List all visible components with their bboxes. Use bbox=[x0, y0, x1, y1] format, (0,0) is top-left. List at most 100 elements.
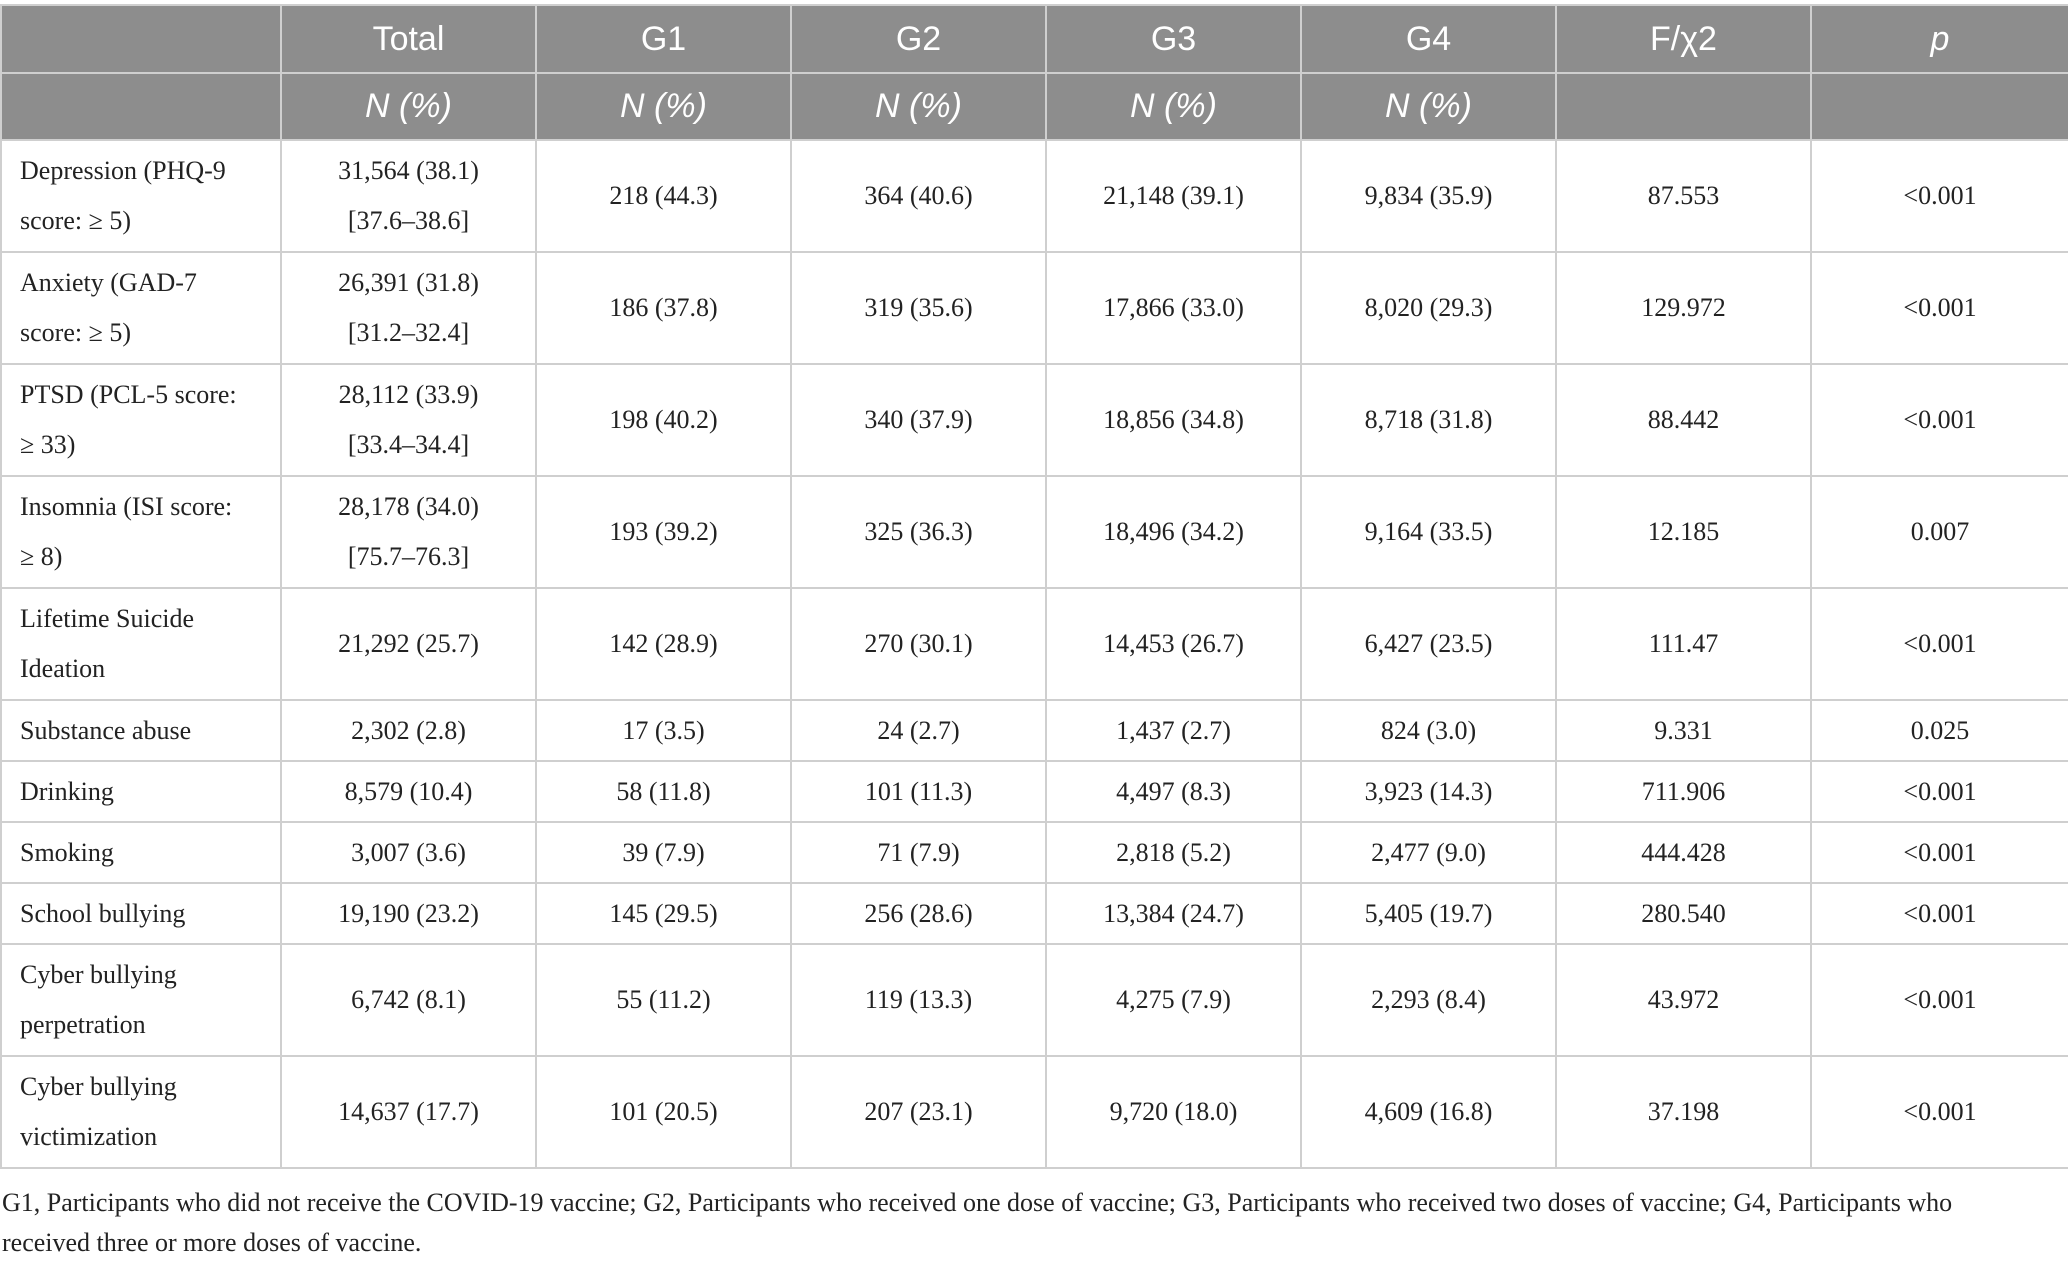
subheader-total: N (%) bbox=[280, 72, 537, 141]
header-g3: G3 bbox=[1045, 4, 1302, 74]
cell-total: 28,112 (33.9) [33.4–34.4] bbox=[280, 363, 537, 477]
cell-g4: 9,834 (35.9) bbox=[1300, 139, 1557, 253]
cell-g1: 186 (37.8) bbox=[535, 251, 792, 365]
cell-g1: 142 (28.9) bbox=[535, 587, 792, 701]
cell-g4: 5,405 (19.7) bbox=[1300, 882, 1557, 945]
cell-total: 14,637 (17.7) bbox=[280, 1055, 537, 1169]
results-table: Total G1 G2 G3 G4 F/χ2 p N (%) N (%) N (… bbox=[0, 4, 2068, 1169]
cell-total-line: 2,302 (2.8) bbox=[351, 715, 466, 745]
subheader-g3: N (%) bbox=[1045, 72, 1302, 141]
cell-g1: 145 (29.5) bbox=[535, 882, 792, 945]
cell-p: <0.001 bbox=[1810, 760, 2068, 823]
subheader-f-chi2 bbox=[1555, 72, 1812, 141]
cell-g3: 9,720 (18.0) bbox=[1045, 1055, 1302, 1169]
row-label: Anxiety (GAD-7 score: ≥ 5) bbox=[0, 251, 282, 365]
row-label-line: Insomnia (ISI score: bbox=[20, 492, 233, 521]
cell-p: <0.001 bbox=[1810, 821, 2068, 884]
cell-p: <0.001 bbox=[1810, 882, 2068, 945]
row-label: Cyber bullying victimization bbox=[0, 1055, 282, 1169]
header-g1: G1 bbox=[535, 4, 792, 74]
subheader-variable bbox=[0, 72, 282, 141]
row-label-line: Lifetime Suicide bbox=[20, 604, 195, 633]
table-row: Cyber bullying victimization 14,637 (17.7)… bbox=[0, 1055, 2068, 1169]
row-label-line: Smoking bbox=[20, 837, 114, 867]
row-label-line: Cyber bullying bbox=[20, 1072, 177, 1101]
cell-g1: 17 (3.5) bbox=[535, 699, 792, 762]
cell-g3: 1,437 (2.7) bbox=[1045, 699, 1302, 762]
cell-p: <0.001 bbox=[1810, 251, 2068, 365]
cell-total-line: 28,112 (33.9) bbox=[338, 380, 479, 409]
cell-g4: 4,609 (16.8) bbox=[1300, 1055, 1557, 1169]
cell-total-line: 8,579 (10.4) bbox=[344, 776, 473, 806]
cell-total: 19,190 (23.2) bbox=[280, 882, 537, 945]
header-total: Total bbox=[280, 4, 537, 74]
cell-g1: 58 (11.8) bbox=[535, 760, 792, 823]
cell-g1: 193 (39.2) bbox=[535, 475, 792, 589]
cell-g4: 6,427 (23.5) bbox=[1300, 587, 1557, 701]
row-label-line: School bullying bbox=[20, 898, 186, 928]
row-label-line: score: ≥ 5) bbox=[20, 206, 132, 235]
row-label: School bullying bbox=[0, 882, 282, 945]
row-label: Insomnia (ISI score: ≥ 8) bbox=[0, 475, 282, 589]
row-label: Cyber bullying perpetration bbox=[0, 943, 282, 1057]
cell-total-line: 31,564 (38.1) bbox=[338, 156, 479, 185]
cell-g1: 218 (44.3) bbox=[535, 139, 792, 253]
cell-total-line: 3,007 (3.6) bbox=[351, 837, 466, 867]
cell-g4: 8,718 (31.8) bbox=[1300, 363, 1557, 477]
cell-total-line: 21,292 (25.7) bbox=[338, 629, 479, 658]
cell-f-chi2: 111.47 bbox=[1555, 587, 1812, 701]
header-f-chi2: F/χ2 bbox=[1555, 4, 1812, 74]
cell-g3: 14,453 (26.7) bbox=[1045, 587, 1302, 701]
cell-total-line: 26,391 (31.8) bbox=[338, 268, 479, 297]
table-row: Depression (PHQ-9 score: ≥ 5) 31,564 (38.1… bbox=[0, 139, 2068, 253]
cell-f-chi2: 87.553 bbox=[1555, 139, 1812, 253]
cell-g2: 24 (2.7) bbox=[790, 699, 1047, 762]
cell-p: 0.025 bbox=[1810, 699, 2068, 762]
row-label: Drinking bbox=[0, 760, 282, 823]
cell-f-chi2: 711.906 bbox=[1555, 760, 1812, 823]
cell-f-chi2: 9.331 bbox=[1555, 699, 1812, 762]
cell-g4: 2,477 (9.0) bbox=[1300, 821, 1557, 884]
cell-g2: 325 (36.3) bbox=[790, 475, 1047, 589]
cell-total: 6,742 (8.1) bbox=[280, 943, 537, 1057]
table-row: Smoking 3,007 (3.6) 39 (7.9) 71 (7.9) 2,818 … bbox=[0, 821, 2068, 884]
row-label-line: Depression (PHQ-9 bbox=[20, 156, 226, 185]
table-body: Depression (PHQ-9 score: ≥ 5) 31,564 (38.1… bbox=[0, 139, 2068, 1169]
header-g4: G4 bbox=[1300, 4, 1557, 74]
cell-total: 26,391 (31.8) [31.2–32.4] bbox=[280, 251, 537, 365]
cell-g3: 21,148 (39.1) bbox=[1045, 139, 1302, 253]
cell-g1: 101 (20.5) bbox=[535, 1055, 792, 1169]
cell-p: <0.001 bbox=[1810, 1055, 2068, 1169]
cell-g4: 2,293 (8.4) bbox=[1300, 943, 1557, 1057]
cell-g4: 9,164 (33.5) bbox=[1300, 475, 1557, 589]
cell-g1: 55 (11.2) bbox=[535, 943, 792, 1057]
header-p: p bbox=[1810, 4, 2068, 74]
cell-f-chi2: 444.428 bbox=[1555, 821, 1812, 884]
table-row: Insomnia (ISI score: ≥ 8) 28,178 (34.0) [75… bbox=[0, 475, 2068, 589]
cell-f-chi2: 280.540 bbox=[1555, 882, 1812, 945]
table-row: Drinking 8,579 (10.4) 58 (11.8) 101 (11.3) 4… bbox=[0, 760, 2068, 823]
cell-p: <0.001 bbox=[1810, 139, 2068, 253]
cell-g2: 119 (13.3) bbox=[790, 943, 1047, 1057]
subheader-p bbox=[1810, 72, 2068, 141]
cell-total: 28,178 (34.0) [75.7–76.3] bbox=[280, 475, 537, 589]
cell-g2: 207 (23.1) bbox=[790, 1055, 1047, 1169]
row-label-line: ≥ 33) bbox=[20, 430, 76, 459]
cell-g3: 18,496 (34.2) bbox=[1045, 475, 1302, 589]
header-variable bbox=[0, 4, 282, 74]
table-row: School bullying 19,190 (23.2) 145 (29.5) 25… bbox=[0, 882, 2068, 945]
subheader-g2: N (%) bbox=[790, 72, 1047, 141]
row-label-line: PTSD (PCL-5 score: bbox=[20, 380, 237, 409]
row-label-line: Anxiety (GAD-7 bbox=[20, 268, 197, 297]
cell-g4: 8,020 (29.3) bbox=[1300, 251, 1557, 365]
subheader-g1: N (%) bbox=[535, 72, 792, 141]
row-label-line: victimization bbox=[20, 1122, 158, 1151]
table-footnote: G1, Participants who did not receive the… bbox=[2, 1188, 1953, 1257]
row-label-line: perpetration bbox=[20, 1010, 146, 1039]
cell-total-line: [33.4–34.4] bbox=[347, 430, 470, 459]
header-g2: G2 bbox=[790, 4, 1047, 74]
table-row: Anxiety (GAD-7 score: ≥ 5) 26,391 (31.8) [3… bbox=[0, 251, 2068, 365]
cell-total-line: [37.6–38.6] bbox=[347, 206, 470, 235]
cell-g2: 270 (30.1) bbox=[790, 587, 1047, 701]
cell-f-chi2: 88.442 bbox=[1555, 363, 1812, 477]
